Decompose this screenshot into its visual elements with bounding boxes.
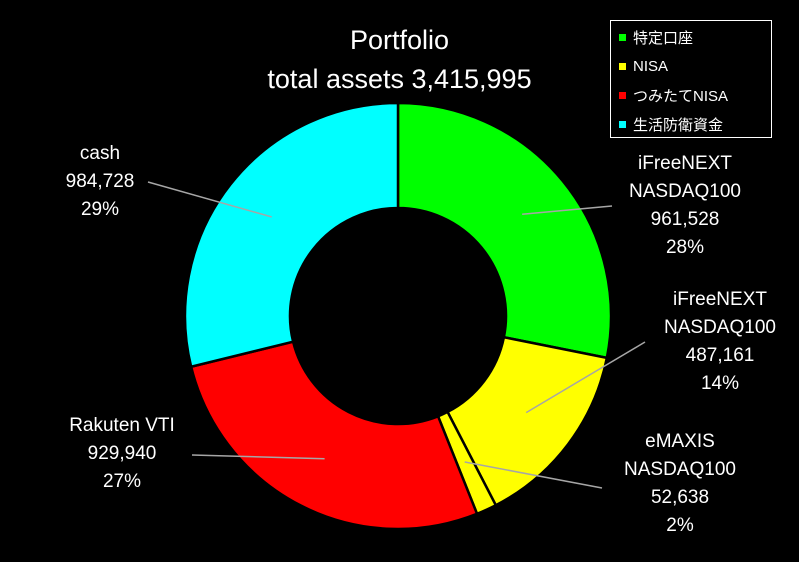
label-line: Rakuten VTI — [69, 415, 175, 436]
label-value: 984,728 — [65, 171, 135, 192]
label-value: 961,528 — [650, 209, 720, 230]
label-line: iFreeNEXT — [673, 289, 767, 310]
legend-label: つみたてNISA — [633, 87, 729, 105]
legend-swatch-green — [619, 33, 626, 41]
data-label-slice-4: cash 984,728 29% — [50, 140, 150, 224]
donut-slice-4 — [183, 101, 400, 369]
legend-swatch-cyan — [619, 120, 626, 128]
label-value: 487,161 — [685, 345, 755, 366]
donut-slice-0 — [396, 101, 613, 360]
label-line: NASDAQ100 — [624, 459, 736, 480]
label-percent: 28% — [665, 237, 705, 258]
label-percent: 2% — [666, 515, 694, 536]
leader-line-2 — [464, 461, 603, 489]
legend-item-tsumitate-nisa: つみたてNISA — [619, 84, 728, 106]
legend-item-nisa: NISA — [619, 55, 668, 77]
legend-label: 生活防衛資金 — [633, 116, 724, 134]
chart-legend: 特定口座 NISA つみたてNISA 生活防衛資金 — [610, 20, 772, 138]
legend-label: 特定口座 — [633, 29, 694, 47]
label-line: cash — [79, 143, 121, 164]
leader-line-4 — [147, 181, 272, 218]
donut-slice-3 — [189, 340, 479, 531]
data-label-slice-2: eMAXIS NASDAQ100 52,638 2% — [605, 428, 755, 540]
legend-item-emergency-fund: 生活防衛資金 — [619, 113, 723, 135]
label-line: NASDAQ100 — [664, 317, 776, 338]
label-percent: 14% — [700, 373, 740, 394]
label-percent: 29% — [80, 199, 120, 220]
data-label-slice-3: Rakuten VTI 929,940 27% — [32, 412, 212, 496]
data-label-slice-1: iFreeNEXT NASDAQ100 487,161 14% — [645, 286, 795, 398]
label-line: eMAXIS — [645, 431, 715, 452]
label-percent: 27% — [102, 471, 142, 492]
legend-swatch-red — [619, 91, 626, 99]
label-value: 52,638 — [650, 487, 710, 508]
leader-line-0 — [522, 205, 613, 216]
data-label-slice-0: iFreeNEXT NASDAQ100 961,528 28% — [610, 150, 760, 262]
label-line: iFreeNEXT — [638, 153, 732, 174]
leader-line-3 — [191, 454, 325, 460]
chart-subtitle: total assets 3,415,995 — [267, 64, 532, 94]
legend-swatch-yellow — [619, 62, 626, 70]
label-value: 929,940 — [87, 443, 157, 464]
legend-label: NISA — [633, 57, 669, 75]
label-line: NASDAQ100 — [629, 181, 741, 202]
chart-title: Portfolio — [349, 25, 450, 55]
legend-item-tokutei: 特定口座 — [619, 26, 693, 48]
leader-line-1 — [525, 341, 646, 414]
